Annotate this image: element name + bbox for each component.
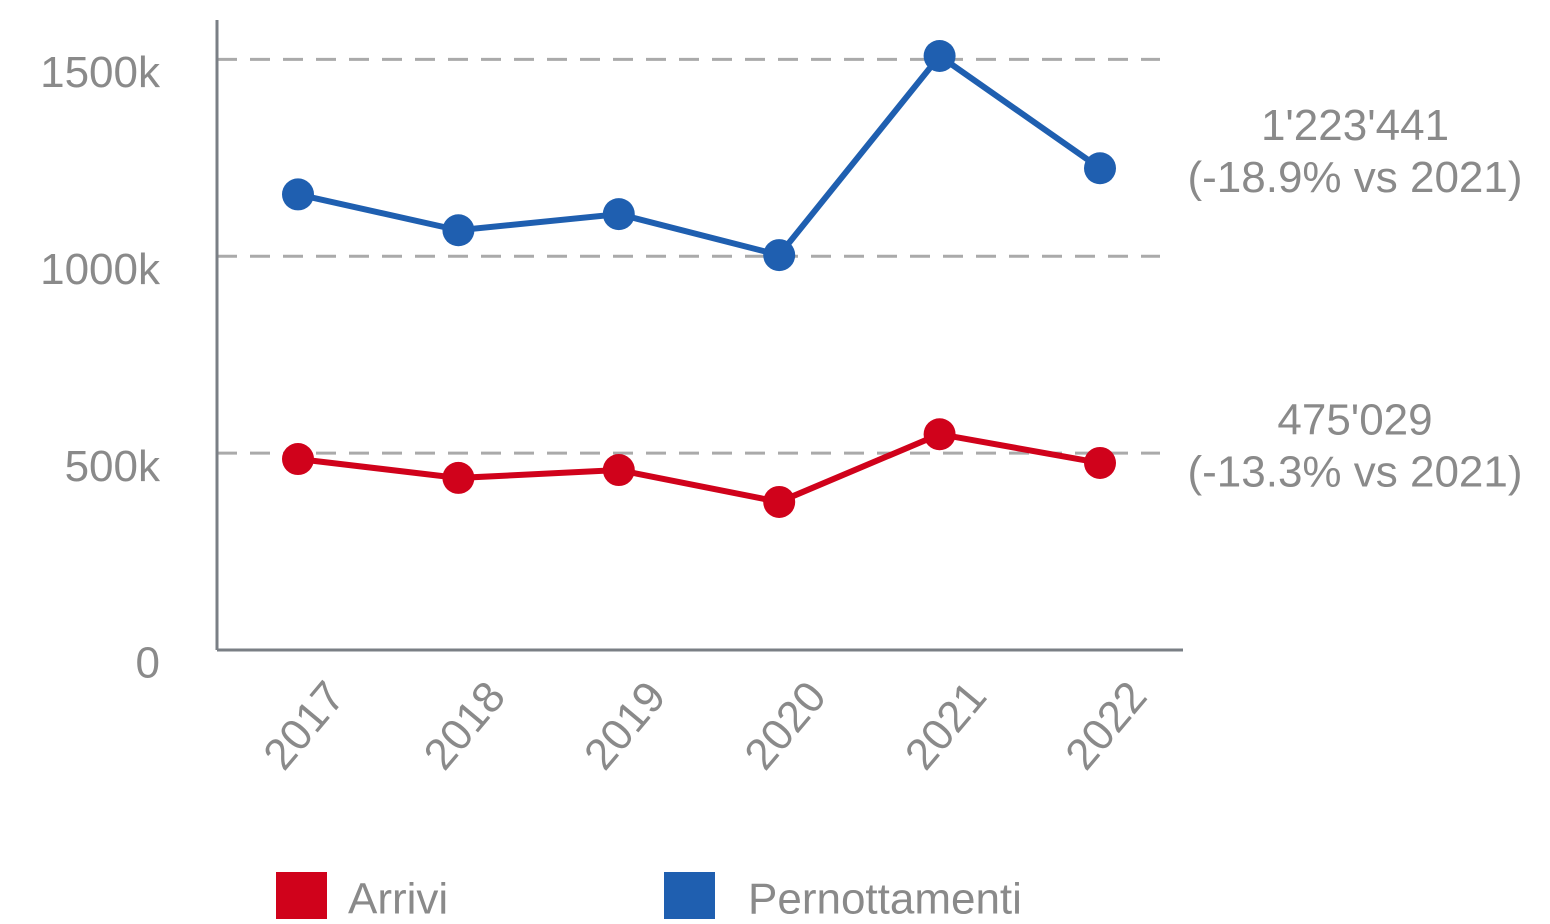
legend-label: Pernottamenti (748, 875, 1022, 919)
x-tick-label: 2019 (575, 672, 675, 778)
annotation: (-18.9% vs 2021) (1187, 153, 1522, 202)
y-tick-label: 500k (65, 442, 161, 491)
legend-swatch (276, 872, 327, 919)
x-tick-label: 2021 (896, 672, 996, 778)
point (1084, 152, 1116, 185)
point (1084, 446, 1116, 479)
x-tick-label: 2020 (735, 672, 835, 778)
point (442, 461, 475, 494)
legend-swatch (664, 872, 715, 919)
point (282, 443, 314, 476)
series-line (297, 51, 1102, 259)
point (602, 454, 635, 487)
value-label: 1'223'441 (1261, 101, 1449, 150)
series-line (297, 431, 1101, 506)
annotation: (-13.3% vs 2021) (1187, 448, 1522, 497)
y-tick-label: 0 (136, 639, 160, 688)
point (923, 39, 956, 72)
point (763, 239, 796, 272)
y-tick-label: 1500k (40, 48, 161, 97)
value-label: 475'029 (1277, 396, 1432, 445)
legend-label: Arrivi (348, 875, 448, 919)
point (923, 418, 956, 451)
x-tick-label: 2022 (1056, 672, 1156, 778)
point (602, 198, 635, 231)
y-tick-label: 1000k (40, 245, 161, 294)
point (282, 178, 314, 211)
point (442, 214, 475, 247)
point (763, 485, 796, 518)
x-tick-label: 2017 (254, 672, 354, 778)
x-tick-label: 2018 (415, 672, 515, 778)
